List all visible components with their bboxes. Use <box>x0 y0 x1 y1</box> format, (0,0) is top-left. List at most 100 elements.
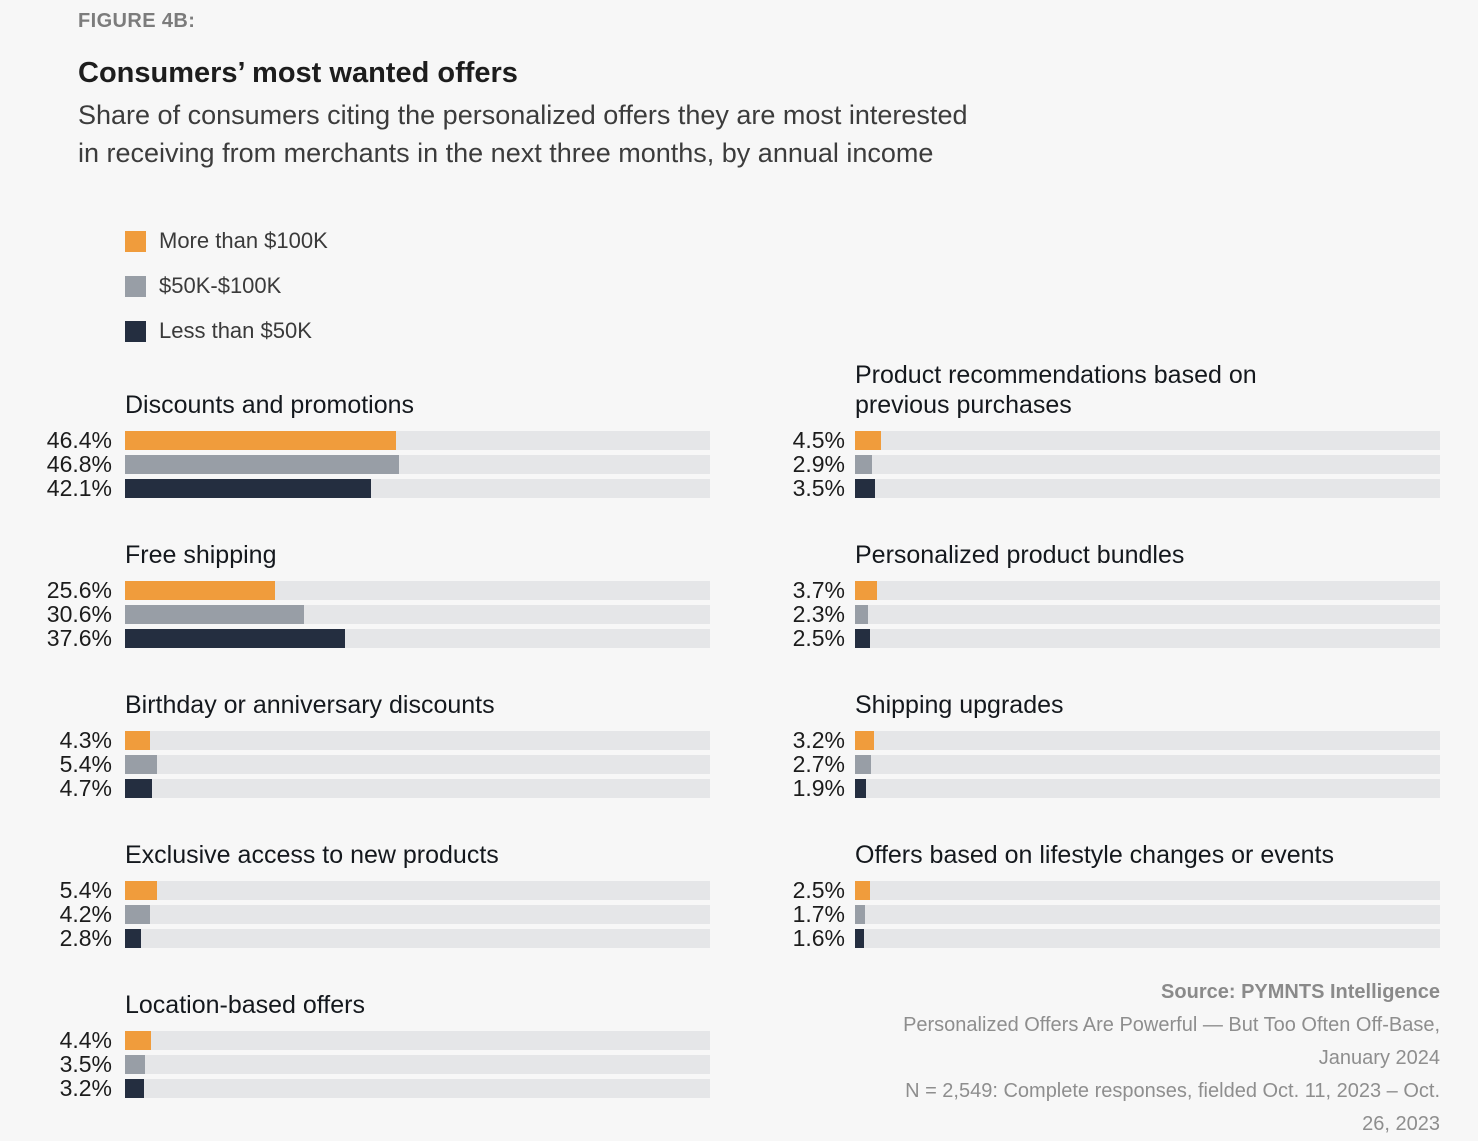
bar-value-label: 4.2% <box>59 900 112 927</box>
bar-track <box>125 628 710 648</box>
bar-fill <box>125 904 150 924</box>
bar-value-label: 37.6% <box>46 624 112 651</box>
bar-track <box>125 478 710 498</box>
subtitle-line-2: in receiving from merchants in the next … <box>78 138 934 168</box>
bar-row: 2.5% <box>780 624 1440 651</box>
chart-column-left-groups: Discounts and promotions 46.4% 46.8% 42.1% F… <box>22 390 710 1101</box>
offer-group-title: Free shipping <box>125 541 277 569</box>
offer-group: Location-based offers 4.4% 3.5% 3.2% <box>22 990 710 1101</box>
bar-fill <box>125 604 304 624</box>
bar-value-label: 2.9% <box>792 450 845 477</box>
bar-track <box>855 754 1440 774</box>
bar-track <box>125 454 710 474</box>
bar-row: 4.5% <box>780 426 1440 453</box>
offer-group-title: Product recommendations based on previou… <box>855 361 1257 419</box>
bar-track <box>855 928 1440 948</box>
bar-value-label: 4.3% <box>59 726 112 753</box>
bar-fill <box>125 1054 146 1074</box>
offer-group: Discounts and promotions 46.4% 46.8% 42.1% <box>22 390 710 501</box>
bar-row: 2.7% <box>780 750 1440 777</box>
bar-row: 2.8% <box>22 924 710 951</box>
bar-row: 42.1% <box>22 475 710 501</box>
bar-value-label: 4.5% <box>792 426 845 453</box>
bar-row: 1.7% <box>780 900 1440 927</box>
bar-track <box>125 904 710 924</box>
bar-fill <box>125 778 153 798</box>
bar-row: 3.7% <box>780 576 1440 603</box>
bar-row: 2.3% <box>780 601 1440 627</box>
bar-value-label: 30.6% <box>46 600 112 627</box>
bar-value-label: 3.5% <box>59 1050 112 1077</box>
bar-fill <box>125 478 372 498</box>
bar-track <box>125 880 710 900</box>
chart-column-right-groups: Product recommendations based on previou… <box>780 360 1440 951</box>
legend-swatch-icon <box>125 320 146 342</box>
bar-track <box>855 880 1440 900</box>
bar-row: 2.5% <box>780 877 1440 903</box>
bar-fill <box>855 580 877 600</box>
source-report-line-2: January 2024 <box>1318 1047 1440 1069</box>
bar-track <box>855 904 1440 924</box>
legend: More than $100K $50K-$100K Less than $50K <box>125 228 1478 344</box>
offer-group: Exclusive access to new products 5.4% 4.2%… <box>22 840 710 951</box>
source-attribution: Source: PYMNTS Intelligence <box>1161 981 1440 1003</box>
bar-track <box>125 730 710 750</box>
bar-row: 5.4% <box>22 751 710 777</box>
bar-chart: Discounts and promotions 46.4% 46.8% 42.1% F… <box>0 360 1478 1141</box>
offer-group: Personalized product bundles 3.7% 2.3% 2.5% <box>780 540 1440 651</box>
bar-fill <box>125 1078 144 1098</box>
bar-value-label: 1.9% <box>792 774 845 801</box>
bar-fill <box>125 430 397 450</box>
bar-value-label: 1.6% <box>792 924 845 951</box>
bar-track <box>855 478 1440 498</box>
bar-track <box>125 778 710 798</box>
bar-row: 25.6% <box>22 577 710 603</box>
bar-row: 1.9% <box>780 774 1440 801</box>
bar-fill <box>855 754 871 774</box>
bar-fill <box>855 454 872 474</box>
bar-track <box>855 580 1440 600</box>
bar-value-label: 4.4% <box>59 1026 112 1053</box>
bar-value-label: 46.8% <box>46 450 112 477</box>
bar-row: 3.2% <box>22 1074 710 1101</box>
bar-value-label: 1.7% <box>792 900 845 927</box>
bar-row: 4.4% <box>22 1026 710 1053</box>
bar-track <box>855 454 1440 474</box>
offer-group: Offers based on lifestyle changes or eve… <box>780 840 1440 951</box>
offer-group: Shipping upgrades 3.2% 2.7% 1.9% <box>780 690 1440 801</box>
legend-item: More than $100K <box>125 228 1478 254</box>
bar-row: 1.6% <box>780 924 1440 951</box>
bar-value-label: 2.8% <box>59 924 112 951</box>
subtitle-line-1: Share of consumers citing the personaliz… <box>78 100 968 130</box>
legend-label: Less than $50K <box>159 318 312 343</box>
bar-fill <box>125 754 157 774</box>
offer-group: Product recommendations based on previou… <box>780 360 1440 501</box>
bar-fill <box>125 454 399 474</box>
offer-group: Free shipping 25.6% 30.6% 37.6% <box>22 540 710 651</box>
bar-fill <box>125 880 157 900</box>
bar-track <box>125 1030 710 1050</box>
bar-value-label: 5.4% <box>59 876 112 903</box>
bar-track <box>125 580 710 600</box>
bar-fill <box>125 928 142 948</box>
offer-group-title: Exclusive access to new products <box>125 841 499 869</box>
bar-value-label: 3.7% <box>792 576 845 603</box>
bar-row: 3.5% <box>22 1050 710 1077</box>
source-block: Source: PYMNTS Intelligence Personalized… <box>780 976 1440 1141</box>
bar-value-label: 3.5% <box>792 474 845 501</box>
bar-track <box>125 430 710 450</box>
bar-value-label: 3.2% <box>59 1074 112 1101</box>
bar-row: 4.2% <box>22 900 710 927</box>
legend-label: $50K-$100K <box>159 273 282 298</box>
legend-swatch-icon <box>125 230 146 252</box>
figure-label: FIGURE 4B: <box>78 10 196 32</box>
offer-group-title: Location-based offers <box>125 991 365 1019</box>
chart-column-right: Product recommendations based on previou… <box>780 360 1440 1141</box>
legend-swatch-icon <box>125 275 146 297</box>
bar-value-label: 2.7% <box>792 750 845 777</box>
source-report-line-1: Personalized Offers Are Powerful — But T… <box>903 1014 1440 1036</box>
bar-fill <box>125 580 275 600</box>
offer-group: Birthday or anniversary discounts 4.3% 5.4… <box>22 690 710 801</box>
bar-value-label: 2.5% <box>792 624 845 651</box>
